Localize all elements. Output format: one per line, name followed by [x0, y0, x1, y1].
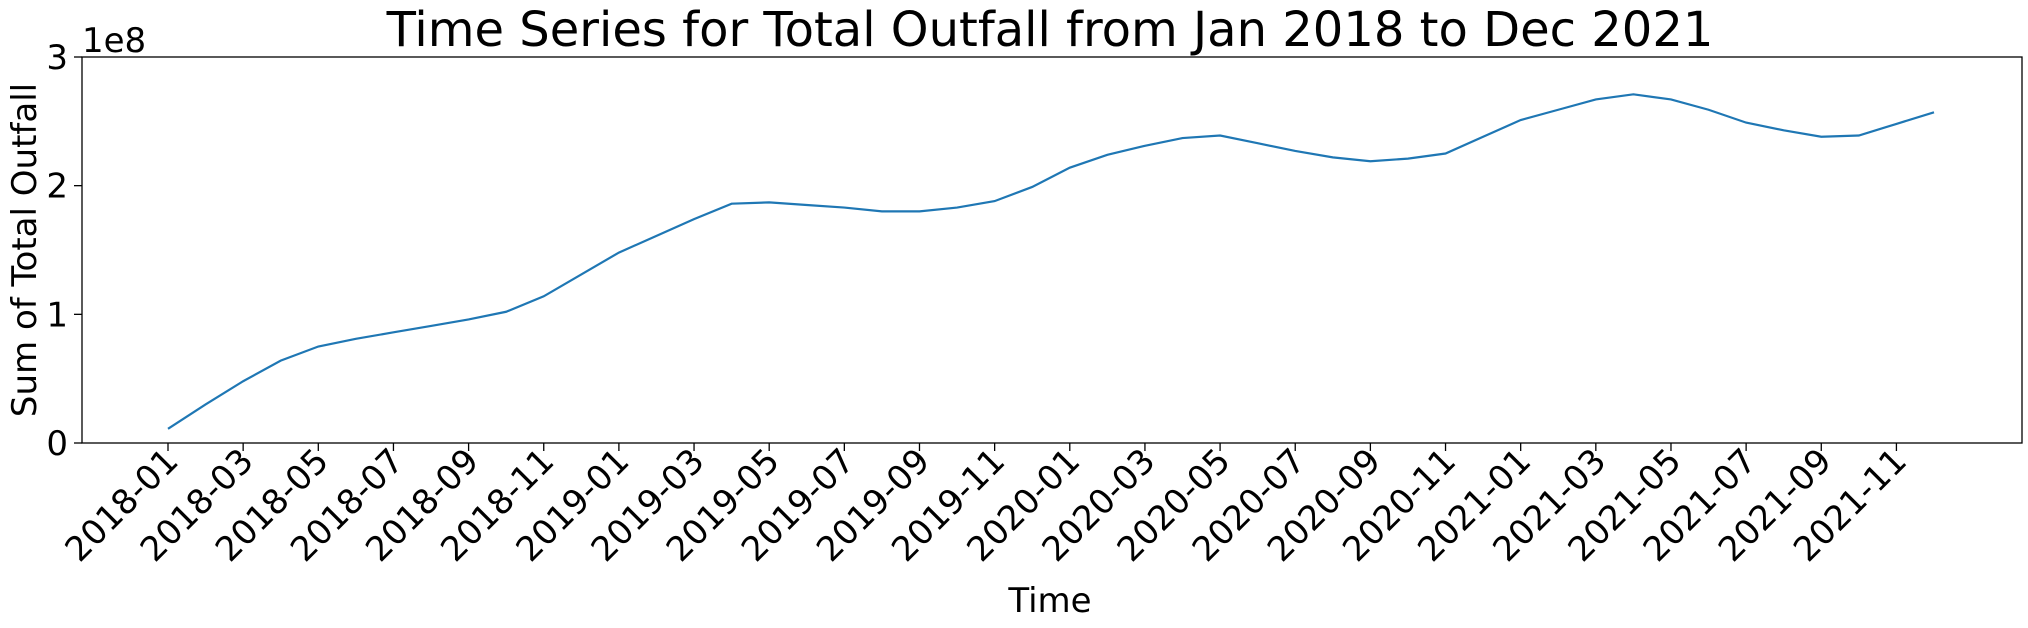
chart-title: Time Series for Total Outfall from Jan 2… — [386, 2, 1714, 58]
y-axis-label: Sum of Total Outfall — [5, 83, 45, 417]
series-line — [167, 93, 1935, 430]
plot-area-frame — [81, 56, 2023, 444]
y-tick-label: 3 — [46, 38, 68, 78]
x-axis-ticks: 2018-012018-032018-052018-072018-092018-… — [58, 441, 1915, 570]
y-axis-offset-label: 1e8 — [82, 21, 146, 61]
y-tick-label: 2 — [46, 167, 68, 207]
y-tick-label: 1 — [46, 295, 68, 335]
y-tick-label: 0 — [46, 424, 68, 464]
y-axis-ticks: 0 1 2 3 — [46, 38, 82, 464]
x-axis-label: Time — [1007, 581, 1091, 621]
